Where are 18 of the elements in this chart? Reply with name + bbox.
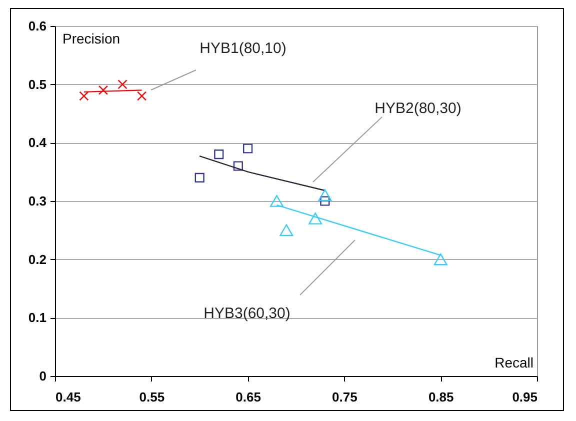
y-tick-label: 0.6 [28, 18, 46, 34]
x-tick-label: 0.85 [428, 390, 454, 404]
y-tick-label: 0.3 [28, 194, 46, 208]
x-axis-title: Recall [494, 354, 534, 370]
x-tick-label: 0.65 [236, 390, 261, 404]
annotation: HYB1(80,10) [200, 40, 286, 57]
y-tick-label: 0.1 [28, 310, 46, 326]
x-tick-label: 0.45 [56, 390, 81, 404]
annotation: HYB3(60,30) [204, 305, 290, 322]
x-tick-label: 0.95 [512, 390, 538, 404]
y-axis-title: Precision [62, 30, 120, 46]
y-tick-label: 0 [39, 368, 46, 384]
y-tick-label: 0.4 [28, 135, 48, 150]
x-tick-label: 0.55 [139, 390, 165, 404]
annotation: HYB2(80,30) [374, 100, 462, 117]
y-tick-label: 0.2 [28, 252, 46, 267]
y-tick-label: 0.5 [28, 76, 46, 92]
x-tick-label: 0.75 [332, 390, 358, 404]
